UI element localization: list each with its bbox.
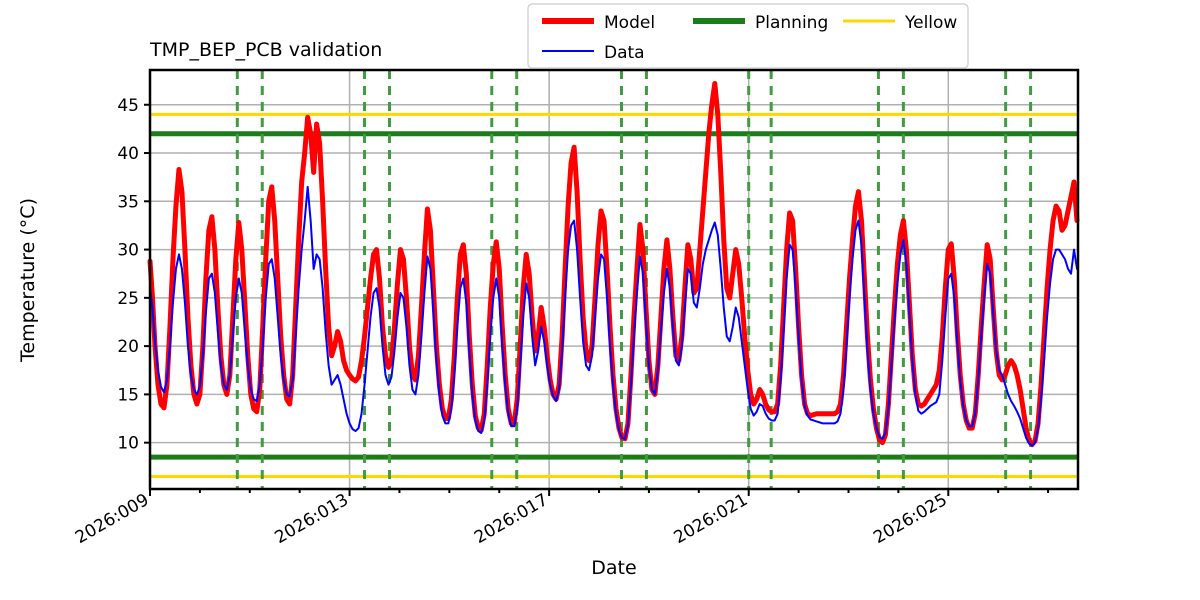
chart-legend: Model Planning Yellow Data — [527, 3, 969, 69]
legend-label-data: Data — [604, 43, 645, 63]
limit-lines — [150, 112, 1078, 478]
y-axis-title: Temperature (°C) — [17, 198, 39, 363]
legend-box — [527, 3, 969, 69]
y-tick-label: 35 — [117, 192, 139, 212]
legend-label-planning: Planning — [755, 13, 828, 33]
y-tick-label: 10 — [117, 434, 139, 454]
legend-label-model: Model — [604, 13, 655, 33]
series-line-data — [149, 185, 1078, 447]
y-tick-label: 15 — [117, 385, 139, 405]
axes — [144, 68, 1080, 496]
legend-label-yellow: Yellow — [904, 13, 957, 33]
plot-border — [148, 68, 1080, 491]
y-tick-label: 20 — [117, 337, 139, 357]
y-tick-label: 45 — [117, 96, 139, 116]
y-tick-label: 40 — [117, 144, 139, 164]
chart-title: TMP_BEP_PCB validation — [149, 39, 382, 61]
x-axis-title: Date — [591, 557, 636, 579]
y-tick-label: 30 — [117, 241, 139, 261]
data-series — [147, 81, 1080, 448]
y-tick-label: 25 — [117, 289, 139, 309]
